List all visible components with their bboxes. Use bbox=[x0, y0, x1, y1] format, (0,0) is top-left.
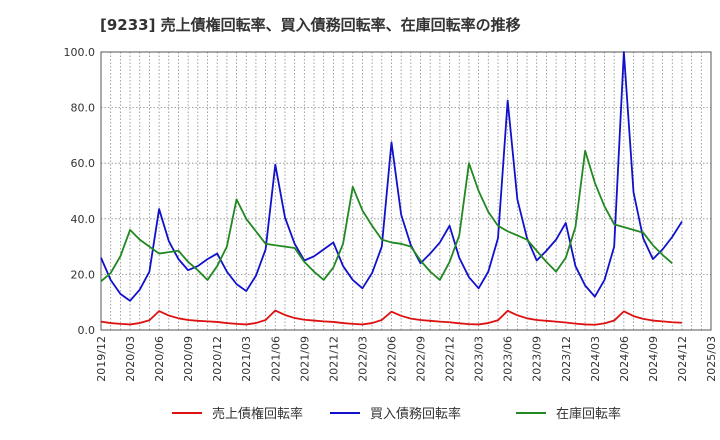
x-tick-label: 2021/06 bbox=[269, 336, 282, 382]
x-tick-label: 2023/03 bbox=[473, 336, 486, 382]
series-line-3 bbox=[100, 149, 673, 283]
x-tick-label: 2024/12 bbox=[676, 336, 689, 382]
x-tick-label: 2020/09 bbox=[182, 336, 195, 382]
x-tick-label: 2022/06 bbox=[385, 336, 398, 382]
y-tick-label: 80.0 bbox=[71, 102, 96, 115]
y-tick-label: 60.0 bbox=[71, 157, 96, 170]
plot-border bbox=[100, 51, 712, 331]
x-tick-label: 2024/09 bbox=[647, 336, 660, 382]
x-tick-label: 2024/06 bbox=[618, 336, 631, 382]
y-tick-label: 20.0 bbox=[71, 268, 96, 281]
x-tick-label: 2024/03 bbox=[589, 336, 602, 382]
x-tick-label: 2022/03 bbox=[356, 336, 369, 382]
x-tick-label: 2020/03 bbox=[124, 336, 137, 382]
x-tick-label: 2019/12 bbox=[95, 336, 108, 382]
x-tick-label: 2022/12 bbox=[444, 336, 457, 382]
legend-label-1: 売上債権回転率 bbox=[212, 406, 303, 422]
legend-label-3: 在庫回転率 bbox=[556, 406, 621, 422]
x-tick-label: 2021/09 bbox=[298, 336, 311, 382]
legend-label-2: 買入債務回転率 bbox=[370, 406, 461, 422]
y-tick-label: 100.0 bbox=[64, 46, 96, 59]
x-tick-label: 2025/03 bbox=[705, 336, 718, 382]
x-tick-label: 2023/12 bbox=[560, 336, 573, 382]
x-tick-label: 2022/09 bbox=[415, 336, 428, 382]
x-tick-label: 2023/06 bbox=[502, 336, 515, 382]
x-tick-label: 2020/12 bbox=[211, 336, 224, 382]
x-tick-label: 2020/06 bbox=[153, 336, 166, 382]
x-tick-label: 2023/09 bbox=[531, 336, 544, 382]
series-line-2 bbox=[100, 51, 683, 302]
y-tick-label: 40.0 bbox=[71, 213, 96, 226]
series-line-1 bbox=[100, 309, 683, 326]
x-tick-label: 2021/03 bbox=[240, 336, 253, 382]
y-tick-label: 0.0 bbox=[78, 324, 96, 337]
x-tick-label: 2021/12 bbox=[327, 336, 340, 382]
chart-title: [9233] 売上債権回転率、買入債務回転率、在庫回転率の推移 bbox=[100, 16, 521, 34]
